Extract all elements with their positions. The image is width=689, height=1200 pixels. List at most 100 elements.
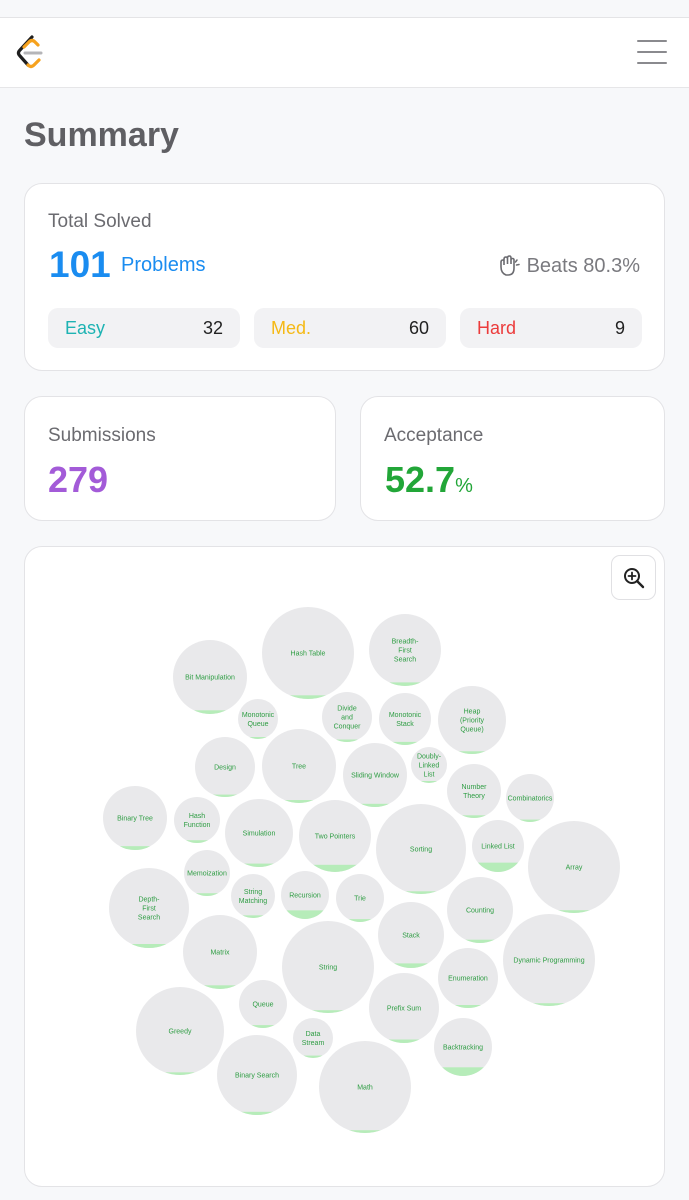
skill-bubble-circle (183, 915, 257, 989)
skill-bubble[interactable]: Memoization (184, 850, 230, 896)
skill-bubble[interactable]: Two Pointers (299, 800, 371, 872)
skill-bubble-progress (322, 739, 372, 742)
skill-bubble-circle (174, 797, 220, 843)
skill-bubble-circle (103, 786, 167, 850)
skill-bubble-label: Doubly-Linked List (417, 754, 442, 779)
skill-bubble[interactable]: Hash Table (262, 607, 354, 699)
skill-bubble[interactable]: Monotonic Queue (238, 699, 278, 739)
skill-bubble-circle (378, 902, 444, 968)
skill-bubble[interactable]: Data Stream (293, 1018, 333, 1058)
total-solved-unit: Problems (121, 254, 206, 276)
skill-bubble-circle (369, 973, 439, 1043)
skill-bubble[interactable]: Trie (336, 874, 384, 922)
zoom-in-icon[interactable] (611, 555, 656, 600)
status-strip (0, 0, 689, 18)
skill-bubble[interactable]: Divide and Conquer (322, 692, 372, 742)
skill-bubble-label: Depth-First Search (138, 897, 160, 922)
skill-bubble[interactable]: Bit Manipulation (173, 640, 247, 714)
skill-bubble[interactable]: Queue (239, 980, 287, 1028)
skill-bubble-progress (336, 919, 384, 922)
skill-bubble-label: Combinatorics (508, 796, 553, 803)
skill-bubble-progress (447, 939, 513, 943)
skill-bubble-circle (173, 640, 247, 714)
skill-bubble[interactable]: Linked List (472, 820, 524, 872)
skill-bubble-circle (262, 729, 336, 803)
skill-bubble[interactable]: Design (195, 737, 255, 797)
skill-bubble-label: Memoization (187, 871, 227, 878)
skill-bubble-circle (434, 1018, 492, 1076)
skill-bubble-label: Monotonic Stack (389, 712, 422, 728)
skill-bubble-circle (262, 607, 354, 699)
leetcode-logo-icon[interactable] (14, 34, 48, 70)
skill-bubble-progress (378, 963, 444, 968)
skill-bubble-progress (281, 910, 329, 919)
skill-bubble-circle (376, 804, 466, 894)
skill-bubble-label: Recursion (289, 893, 321, 900)
skill-bubble[interactable]: String (282, 921, 374, 1013)
skill-bubble[interactable]: Binary Search (217, 1035, 297, 1115)
skill-bubble-label: Stack (402, 933, 420, 940)
skill-bubble-label: Queue (252, 1002, 273, 1009)
total-solved-card: Total Solved 101 Problems Beats 80.3% Ea… (24, 183, 665, 371)
skill-bubble-circle (528, 821, 620, 913)
skill-bubble-progress (447, 815, 501, 818)
skill-bubble[interactable]: Heap (Priority Queue) (438, 686, 506, 754)
skill-bubble-circle (281, 871, 329, 919)
skill-bubble-circle (238, 699, 278, 739)
skill-bubble[interactable]: Simulation (225, 799, 293, 867)
skill-bubble[interactable]: Recursion (281, 871, 329, 919)
skill-bubble[interactable]: Prefix Sum (369, 973, 439, 1043)
skill-bubble[interactable]: Monotonic Stack (379, 693, 431, 745)
skill-bubble[interactable]: Enumeration (438, 948, 498, 1008)
skill-bubble-label: Trie (354, 896, 366, 903)
difficulty-easy-label: Easy (65, 317, 106, 338)
skill-bubble[interactable]: Math (319, 1041, 411, 1133)
skill-bubble[interactable]: Hash Function (174, 797, 220, 843)
skill-bubble[interactable]: Matrix (183, 915, 257, 989)
skill-bubble-circle (447, 764, 501, 818)
skill-bubble-label: Breadth-First Search (392, 639, 420, 664)
skill-bubble[interactable]: Number Theory (447, 764, 501, 818)
skill-bubble[interactable]: Counting (447, 877, 513, 943)
skill-bubble[interactable]: Stack (378, 902, 444, 968)
skill-bubble[interactable]: Tree (262, 729, 336, 803)
skill-bubble-circle (322, 692, 372, 742)
skill-bubble-label: Sliding Window (351, 773, 400, 780)
skill-bubble[interactable]: Doubly-Linked List (411, 747, 447, 783)
skill-bubble-circle (239, 980, 287, 1028)
skill-bubble[interactable]: Greedy (136, 987, 224, 1075)
skill-bubble-label: Design (214, 765, 236, 772)
skill-bubble-progress (319, 1130, 411, 1133)
skill-bubble-label: Counting (466, 908, 494, 915)
skill-bubble-circle (217, 1035, 297, 1115)
skill-bubble-label: Heap (Priority Queue) (460, 709, 485, 734)
skill-bubble-circle (225, 799, 293, 867)
skill-bubble-label: Dynamic Programming (513, 958, 584, 965)
skill-bubble-label: Prefix Sum (387, 1006, 421, 1013)
skill-bubble[interactable]: Sliding Window (343, 743, 407, 807)
acceptance-value-wrap: 52.7% (385, 459, 473, 501)
beats-indicator: Beats 80.3% (497, 254, 640, 278)
skill-bubble-label: Binary Search (235, 1073, 279, 1080)
skill-bubble[interactable]: Binary Tree (103, 786, 167, 850)
skill-bubble-progress (434, 1067, 492, 1076)
hamburger-menu-icon[interactable] (637, 40, 667, 66)
skill-bubble-progress (174, 840, 220, 843)
skill-bubble[interactable]: Backtracking (434, 1018, 492, 1076)
skill-bubble[interactable]: Sorting (376, 804, 466, 894)
skill-bubble-progress (183, 985, 257, 989)
skill-bubble[interactable]: Array (528, 821, 620, 913)
top-navbar (0, 18, 689, 88)
skill-bubble-progress (103, 846, 167, 850)
skill-bubble[interactable]: Breadth-First Search (369, 614, 441, 686)
skill-bubble-label: Greedy (169, 1029, 192, 1036)
skill-bubble-circle (109, 868, 189, 948)
skill-bubble[interactable]: Combinatorics (506, 774, 554, 822)
skill-bubble-progress (195, 794, 255, 797)
skill-bubble-circle (369, 614, 441, 686)
skill-bubble[interactable]: Depth-First Search (109, 868, 189, 948)
skill-bubble-progress (528, 910, 620, 913)
skill-bubble[interactable]: String Matching (231, 874, 275, 918)
skill-bubble[interactable]: Dynamic Programming (503, 914, 595, 1006)
skill-bubble-circle (379, 693, 431, 745)
